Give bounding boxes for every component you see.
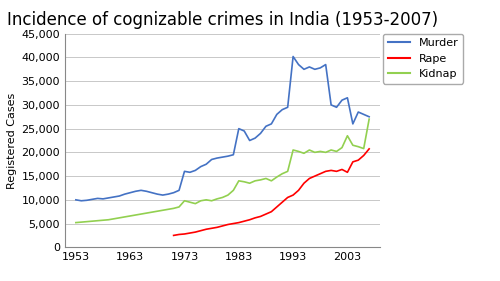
Rape [356, 158, 362, 162]
Kidnap [127, 214, 133, 218]
Rape [225, 223, 231, 226]
Rape [203, 228, 209, 231]
Murder [290, 55, 296, 58]
Rape [208, 226, 214, 230]
Rape [268, 210, 274, 213]
Rape [220, 224, 226, 228]
Rape [241, 219, 247, 223]
Murder [366, 115, 372, 119]
Murder [187, 171, 193, 174]
Rape [236, 221, 242, 224]
Rape [214, 226, 220, 229]
Kidnap [144, 211, 150, 215]
Kidnap [360, 147, 366, 150]
Rape [328, 169, 334, 172]
Line: Murder: Murder [76, 56, 369, 201]
Rape [192, 230, 198, 234]
Rape [301, 182, 307, 185]
Kidnap [182, 199, 188, 202]
Rape [279, 201, 285, 204]
Rape [182, 232, 188, 236]
Rape [246, 218, 252, 221]
Line: Rape: Rape [174, 149, 369, 235]
Rape [334, 170, 340, 173]
Rape [312, 175, 318, 178]
Kidnap [106, 218, 112, 221]
Rape [339, 168, 345, 171]
Murder [73, 198, 79, 201]
Murder [111, 195, 117, 199]
Rape [360, 154, 366, 157]
Murder [360, 113, 366, 116]
Rape [274, 205, 280, 209]
Y-axis label: Registered Cases: Registered Cases [8, 92, 18, 189]
Legend: Murder, Rape, Kidnap: Murder, Rape, Kidnap [383, 34, 463, 84]
Rape [322, 170, 328, 173]
Rape [350, 160, 356, 164]
Rape [187, 231, 193, 235]
Murder [132, 190, 138, 193]
Rape [318, 172, 324, 175]
Line: Kidnap: Kidnap [76, 119, 369, 223]
Murder [344, 96, 350, 99]
Rape [252, 216, 258, 219]
Rape [176, 233, 182, 236]
Rape [258, 215, 264, 218]
Rape [366, 147, 372, 151]
Kidnap [366, 117, 372, 121]
Rape [230, 222, 236, 225]
Rape [344, 171, 350, 174]
Rape [263, 212, 269, 216]
Rape [284, 196, 290, 199]
Rape [198, 229, 204, 232]
Rape [306, 177, 312, 180]
Rape [290, 193, 296, 197]
Rape [170, 234, 176, 237]
Murder [78, 199, 84, 202]
Kidnap [334, 150, 340, 153]
Rape [296, 189, 302, 192]
Kidnap [73, 221, 79, 224]
Murder [149, 191, 155, 194]
Title: Incidence of cognizable crimes in India (1953-2007): Incidence of cognizable crimes in India … [7, 12, 438, 30]
